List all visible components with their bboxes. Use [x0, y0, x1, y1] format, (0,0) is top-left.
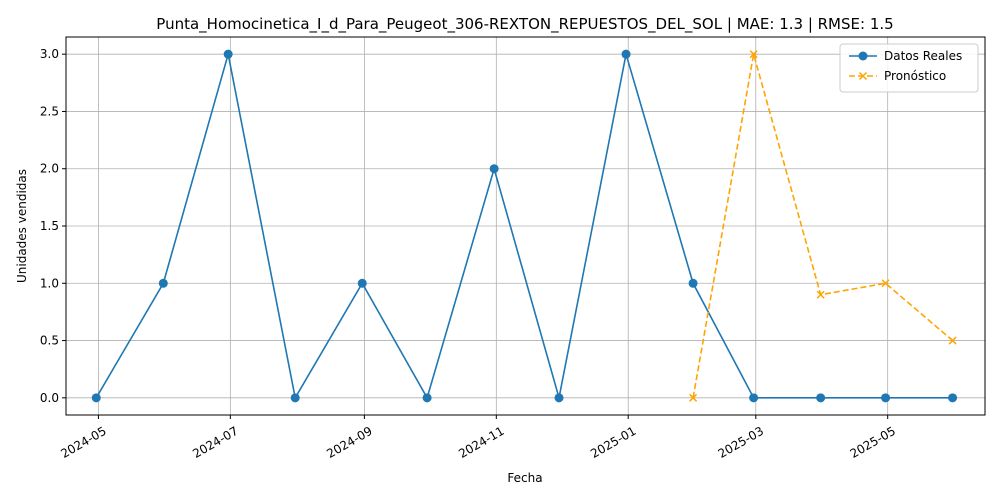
y-tick-label: 1.5 [40, 219, 59, 233]
x-tick-label: 2025-01 [588, 424, 638, 461]
legend: Datos Reales Pronóstico [839, 43, 979, 93]
data-point [422, 393, 432, 403]
x-tick-label: 2024-05 [58, 424, 108, 461]
legend-label: Datos Reales [884, 49, 962, 63]
data-point [489, 164, 499, 174]
data-point [689, 393, 698, 402]
data-point [688, 278, 698, 288]
y-tick-label: 0.5 [40, 334, 59, 348]
data-point [749, 393, 759, 403]
data-point [816, 393, 826, 403]
legend-label: Pronóstico [884, 69, 946, 83]
x-tick-label: 2025-05 [848, 424, 898, 461]
y-tick-label: 2.5 [40, 104, 59, 118]
x-tick-label: 2024-11 [456, 424, 506, 461]
data-point [621, 49, 631, 59]
x-tick-label: 2024-07 [190, 424, 240, 461]
y-axis-label: Unidades vendidas [15, 169, 29, 283]
grid [66, 37, 985, 415]
data-point [554, 393, 564, 403]
x-tick-label: 2024-09 [324, 424, 374, 461]
y-tick-label: 1.0 [40, 276, 59, 290]
data-point [223, 49, 233, 59]
data-point [91, 393, 101, 403]
data-point [948, 393, 958, 403]
x-axis-label: Fecha [507, 471, 542, 485]
data-point [881, 279, 890, 288]
data-point [357, 278, 367, 288]
y-tick-label: 3.0 [40, 47, 59, 61]
x-axis: 2024-05 2024-07 2024-09 2024-11 2025-01 2025-… [58, 415, 898, 461]
series-line-0 [95, 53, 953, 401]
legend-marker [858, 71, 868, 81]
data-point [749, 50, 758, 59]
data-point [290, 393, 300, 403]
data-point [948, 336, 957, 345]
y-tick-label: 0.0 [40, 391, 59, 405]
plot-area [91, 49, 958, 403]
data-point [881, 393, 891, 403]
y-tick-label: 2.0 [40, 162, 59, 176]
x-tick-label: 2025-03 [716, 424, 766, 461]
y-axis: 0.0 0.5 1.0 1.5 2.0 2.5 3.0 [40, 47, 66, 405]
legend-marker [858, 51, 868, 61]
data-point [816, 290, 825, 299]
chart-title: Punta_Homocinetica_I_d_Para_Peugeot_306-… [156, 15, 893, 34]
data-point [158, 278, 168, 288]
